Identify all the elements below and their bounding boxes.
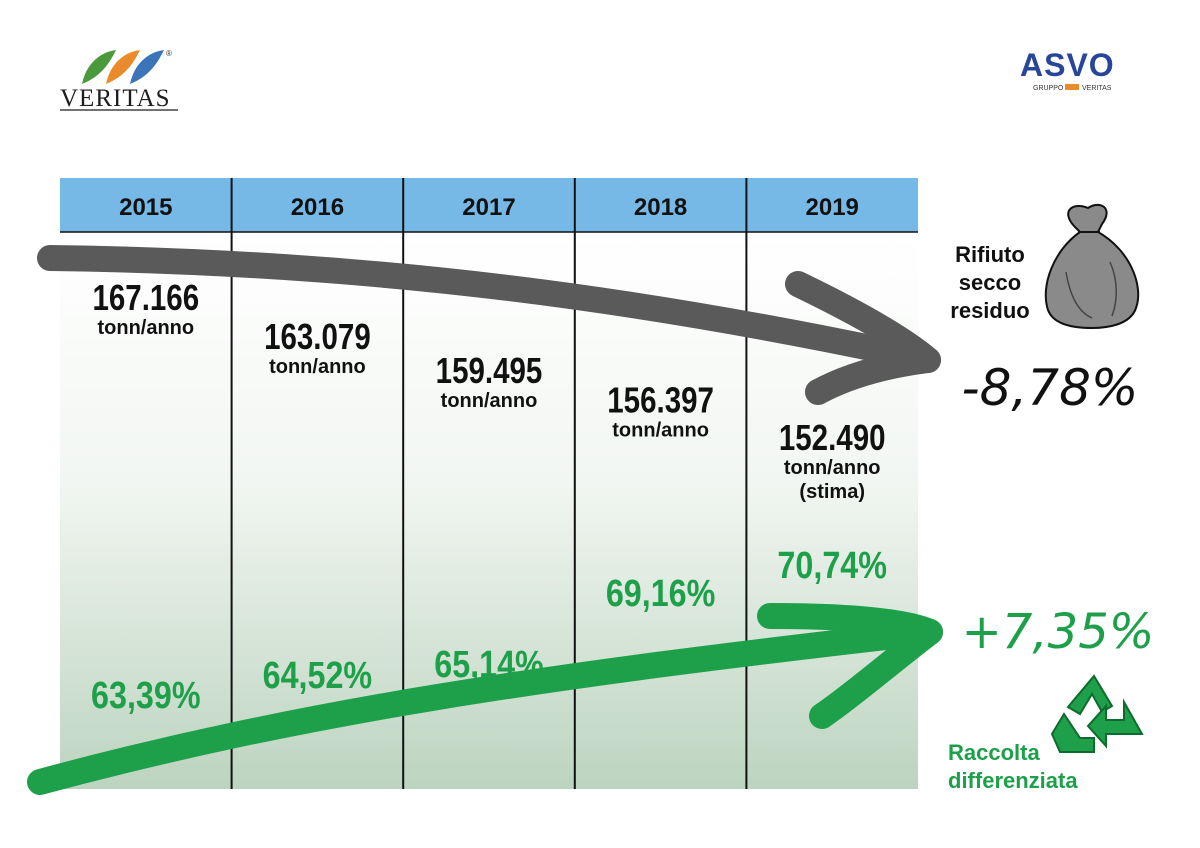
recycling-value-label: 64,52% bbox=[263, 655, 373, 697]
residual-value-label: 167.166 bbox=[92, 277, 199, 317]
residual-unit-label: tonn/anno bbox=[784, 457, 881, 479]
residual-value-label: 159.495 bbox=[436, 350, 543, 390]
residual-value-label: 152.490 bbox=[779, 417, 886, 457]
recycling-legend-line-1: Raccolta bbox=[948, 740, 1040, 765]
residual-change-label: -8,78% bbox=[962, 359, 1139, 417]
asvo-logo: ASVO GRUPPO VERITAS bbox=[1020, 47, 1115, 92]
asvo-subtitle: GRUPPO bbox=[1033, 85, 1064, 92]
residual-legend-line-3: residuo bbox=[950, 298, 1029, 323]
recycling-value-label: 69,16% bbox=[606, 573, 716, 615]
veritas-logo: ® VERITAS bbox=[60, 49, 178, 112]
recycling-change-label: +7,35% bbox=[962, 604, 1155, 660]
recycling-value-label: 65,14% bbox=[434, 644, 544, 686]
asvo-subtitle-2: VERITAS bbox=[1082, 85, 1112, 92]
asvo-logo-text: ASVO bbox=[1020, 47, 1115, 83]
trash-bag-icon bbox=[1046, 205, 1138, 328]
year-header: 2015 bbox=[119, 194, 172, 221]
residual-unit-label: tonn/anno bbox=[269, 356, 366, 378]
asvo-stripes-icon bbox=[1065, 84, 1079, 90]
veritas-registered-mark: ® bbox=[166, 49, 172, 58]
residual-unit-label: tonn/anno bbox=[97, 317, 194, 339]
residual-legend-line-2: secco bbox=[959, 270, 1021, 295]
residual-note-label: (stima) bbox=[799, 481, 865, 503]
recycling-legend-line-2: differenziata bbox=[948, 768, 1078, 793]
infographic: ® VERITAS ASVO GRUPPO VERITAS 2015 2016 20… bbox=[0, 0, 1200, 848]
veritas-logo-text: VERITAS bbox=[60, 85, 171, 112]
recycling-value-label: 63,39% bbox=[91, 675, 201, 717]
recycle-icon bbox=[1052, 676, 1142, 752]
year-header: 2016 bbox=[291, 194, 344, 221]
year-header: 2019 bbox=[806, 194, 859, 221]
year-header: 2017 bbox=[462, 194, 515, 221]
residual-unit-label: tonn/anno bbox=[441, 390, 538, 412]
residual-legend-line-1: Rifiuto bbox=[955, 242, 1025, 267]
residual-value-label: 156.397 bbox=[607, 380, 714, 420]
residual-value-label: 163.079 bbox=[264, 316, 371, 356]
recycling-value-label: 70,74% bbox=[777, 545, 887, 587]
year-header: 2018 bbox=[634, 194, 687, 221]
residual-legend: Rifiuto secco residuo bbox=[950, 242, 1029, 323]
residual-unit-label: tonn/anno bbox=[612, 420, 709, 442]
